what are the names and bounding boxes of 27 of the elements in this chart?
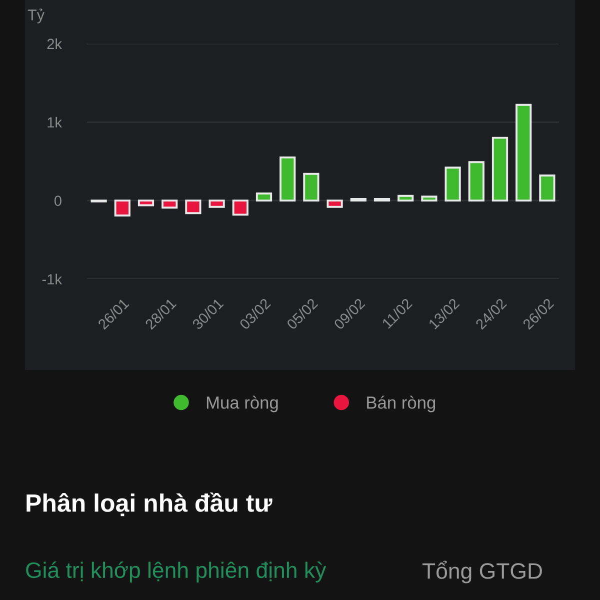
bar <box>468 161 484 202</box>
bar <box>256 192 272 202</box>
y-axis-title: Tỷ <box>28 8 44 24</box>
bar <box>303 172 320 202</box>
y-tick-label: 0 <box>54 196 62 206</box>
bar <box>232 200 248 216</box>
legend-label: Bán ròng <box>367 396 436 412</box>
bar <box>539 174 556 202</box>
legend-label: Mua ròng <box>206 396 278 412</box>
bar <box>421 196 438 202</box>
bar <box>516 104 532 202</box>
text: Phân loại nhà đầu tư <box>26 492 272 516</box>
bar <box>185 200 202 214</box>
text: Tổng GTGD <box>422 560 542 584</box>
y-tick-label: 2k <box>47 38 62 49</box>
y-tick-label: -1k <box>42 274 62 284</box>
bar <box>208 200 225 208</box>
bar <box>398 194 414 202</box>
bar <box>326 200 343 208</box>
bar <box>114 200 130 216</box>
bar <box>162 200 178 209</box>
bar <box>444 166 461 202</box>
bar <box>280 156 296 202</box>
text: Giá trị khớp lệnh phiên định kỳ <box>26 562 326 582</box>
y-tick-label: 1k <box>48 116 62 128</box>
bar <box>492 136 508 202</box>
bar <box>138 200 154 206</box>
